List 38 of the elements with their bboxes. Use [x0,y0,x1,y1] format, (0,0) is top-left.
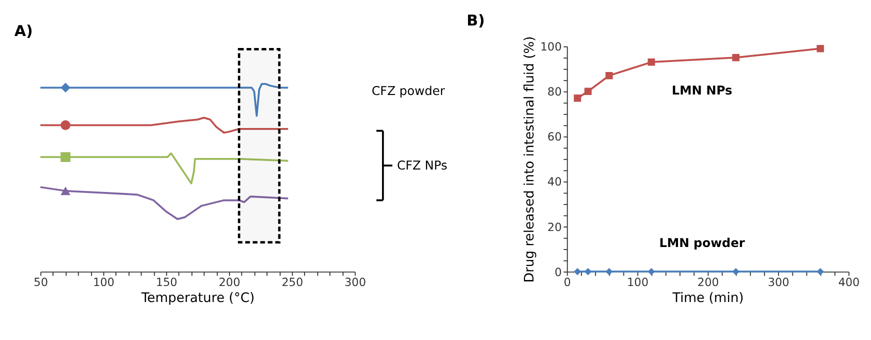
x-axis-title: Time (min) [672,291,744,306]
y-tick-label: 60 [547,130,562,144]
point [648,58,656,66]
x-tick-label: 50 [34,276,48,290]
y-axis-title: Drug released into intestinal fluid (%) [522,36,538,283]
y-tick-label: 80 [547,86,562,99]
point [648,268,656,276]
point [606,72,613,80]
y-tick-label: 20 [547,220,562,234]
y-tick-label: 100 [540,40,562,54]
text: CFZ NPs [397,158,448,172]
point [606,268,613,276]
point [732,54,740,62]
x-tick-label: 300 [344,276,366,290]
x-tick-label: 400 [838,276,860,290]
point [816,268,824,276]
point [816,44,824,52]
x-tick-label: 0 [564,276,571,290]
point [732,268,740,276]
x-tick-label: 200 [697,276,719,290]
point [584,88,592,96]
chart-title: A) [14,22,33,40]
x-tick-label: 100 [92,276,114,290]
series-label: LMN powder [659,236,745,250]
text: CFZ powder [372,84,446,98]
x-tick-label: 200 [218,276,240,290]
chart-title: B) [466,11,485,30]
point [574,94,582,102]
point [574,268,582,276]
y-tick-label: 0 [554,266,562,279]
x-tick-label: 250 [282,276,304,290]
x-tick-label: 300 [768,276,790,290]
x-tick-label: 150 [156,276,178,290]
x-axis-title: Temperature (°C) [140,291,255,306]
series-label: LMN NPs [672,83,732,98]
y-tick-label: 40 [547,176,562,189]
point [584,268,592,276]
x-tick-label: 100 [627,276,649,290]
